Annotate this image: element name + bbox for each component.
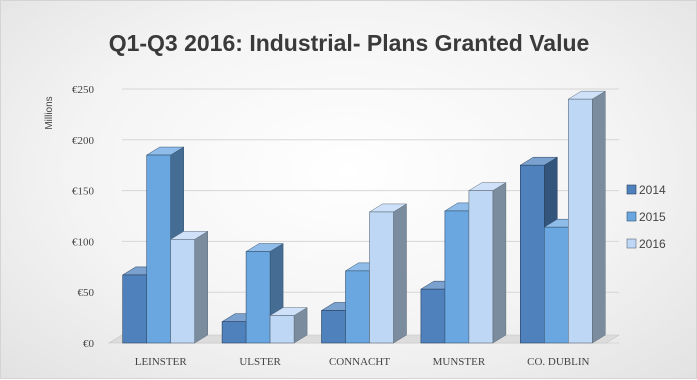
x-axis-ticks: LEINSTER ULSTER CONNACHT MUNSTER CO. DUBLIN	[135, 356, 590, 368]
legend-label: 2016	[639, 237, 666, 251]
bar-leinster-2015	[145, 146, 185, 344]
bar-connacht-2016	[368, 203, 408, 344]
y-tick-label: €50	[78, 287, 95, 299]
legend: 2014 2015 2016	[626, 183, 666, 251]
bar-munster-2016	[468, 182, 507, 344]
x-tick-label: LEINSTER	[135, 356, 188, 368]
legend-swatch	[626, 238, 637, 249]
bar-co-dublin-2014	[519, 156, 559, 344]
legend-item-2014: 2014	[626, 183, 666, 197]
y-tick-label: €100	[72, 236, 95, 248]
legend-label: 2015	[639, 210, 666, 224]
y-axis-ticks: €0 €50 €100 €150 €200 €250	[72, 84, 95, 350]
bar-ulster-2016	[269, 307, 308, 344]
y-axis-label: Millions	[44, 96, 55, 129]
legend-swatch	[626, 211, 637, 222]
legend-item-2016: 2016	[626, 237, 666, 251]
y-tick-label: €250	[72, 84, 95, 96]
x-tick-label: MUNSTER	[433, 356, 486, 368]
legend-label: 2014	[639, 183, 666, 197]
bar-leinster-2016	[169, 230, 209, 344]
legend-swatch	[626, 184, 637, 195]
bar-co-dublin-2016	[567, 90, 607, 344]
chart-title: Q1-Q3 2016: Industrial- Plans Granted Va…	[109, 30, 590, 56]
y-tick-label: €0	[83, 338, 95, 350]
x-tick-label: CONNACHT	[329, 356, 390, 368]
y-tick-label: €200	[72, 135, 95, 147]
x-tick-label: CO. DUBLIN	[527, 356, 589, 368]
bars	[121, 90, 607, 344]
y-tick-label: €150	[72, 186, 95, 198]
x-tick-label: ULSTER	[239, 356, 281, 368]
legend-item-2015: 2015	[626, 210, 666, 224]
